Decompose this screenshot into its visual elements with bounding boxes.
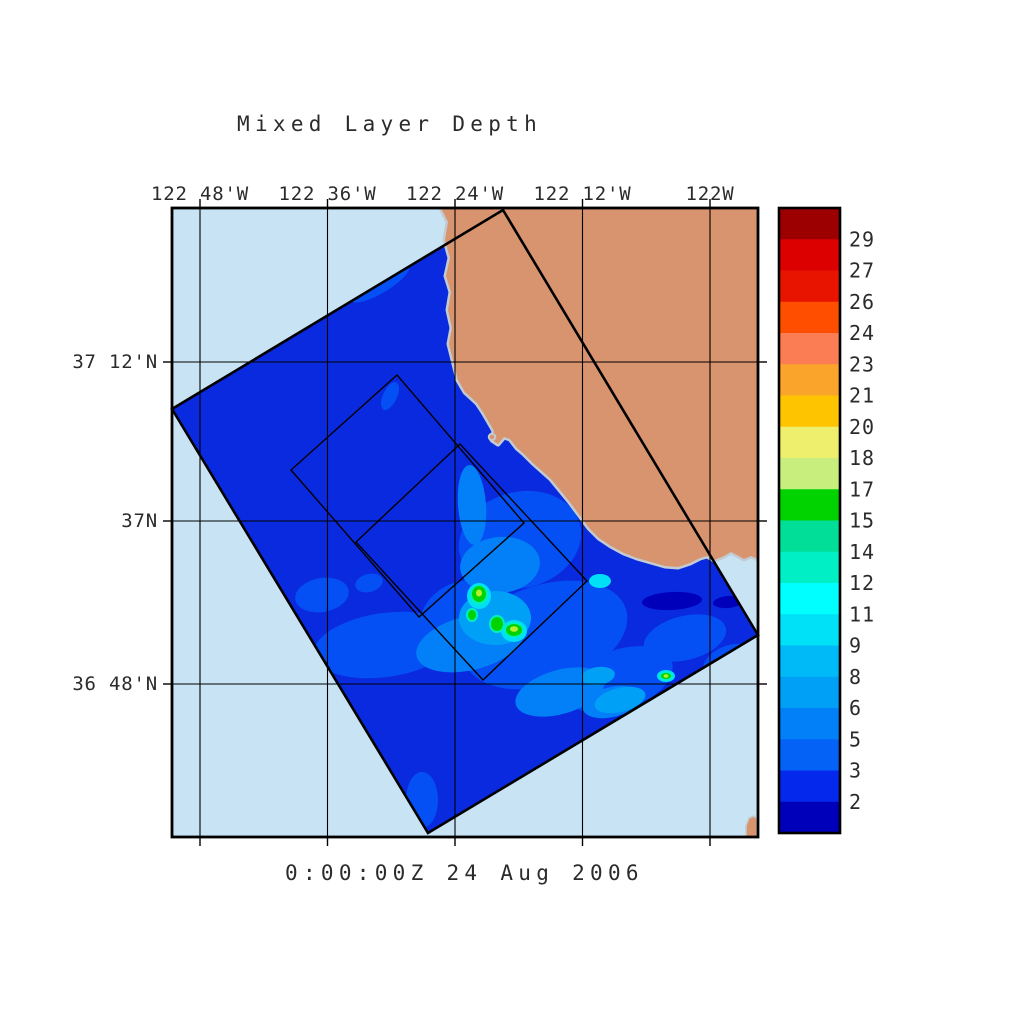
colorbar-tick-label: 17 xyxy=(849,477,875,501)
model-domain-outer xyxy=(170,208,760,835)
colorbar-cell xyxy=(780,739,839,772)
colorbar-cell xyxy=(780,458,839,490)
x-tick-label: 122 12'W xyxy=(534,183,632,205)
colorbar-cell xyxy=(780,583,839,615)
colorbar-tick-label: 14 xyxy=(849,540,875,564)
mld-field-blob xyxy=(589,574,611,588)
colorbar-cell xyxy=(780,645,839,678)
mld-field-blob xyxy=(460,536,540,594)
colorbar-cell xyxy=(780,270,839,303)
colorbar-tick-label: 2 xyxy=(849,790,862,814)
colorbar-cell xyxy=(780,520,839,553)
mld-field-blob xyxy=(643,614,727,662)
colorbar-cell xyxy=(780,801,839,834)
x-tick-label: 122 48'W xyxy=(151,183,249,205)
mld-field-blob xyxy=(491,617,503,631)
colorbar-cell xyxy=(780,301,839,334)
colorbar-tick-label: 12 xyxy=(849,571,875,595)
colorbar-tick-label: 29 xyxy=(849,227,875,251)
colorbar-tick-label: 11 xyxy=(849,602,875,626)
colorbar-cell xyxy=(780,770,839,803)
mld-field-blob xyxy=(468,610,476,620)
colorbar-cell xyxy=(780,395,839,428)
colorbar-cell xyxy=(780,708,839,740)
graticule xyxy=(172,208,758,837)
x-tick-label: 122 36'W xyxy=(279,183,377,205)
colorbar: 29 27 26 24 23 21 20 18 17 15 14 12 11 9 8 6 5 3 2 xyxy=(777,206,875,835)
colorbar-tick-label: 15 xyxy=(849,509,875,533)
plot-title: Mixed Layer Depth xyxy=(237,112,542,136)
axis-ticks xyxy=(163,199,767,846)
colorbar-tick-label: 6 xyxy=(849,696,862,720)
colorbar-tick-label: 27 xyxy=(849,259,875,283)
colorbar-tick-label: 5 xyxy=(849,727,862,751)
mld-field-blob xyxy=(510,626,518,632)
colorbar-border xyxy=(777,206,842,835)
mld-field-blob xyxy=(355,573,383,593)
colorbar-cell xyxy=(780,551,839,584)
model-domain-inner xyxy=(355,443,588,681)
y-tick-label: 36 48'N xyxy=(72,673,158,695)
mld-field-blob xyxy=(457,465,487,545)
colorbar-cell xyxy=(780,489,839,522)
colorbar-cell xyxy=(780,364,839,397)
x-tick-label: 122W xyxy=(686,183,735,205)
mld-field-blob xyxy=(642,591,702,611)
mld-field-blob xyxy=(476,589,482,597)
colorbar-tick-label: 8 xyxy=(849,665,862,689)
colorbar-cell xyxy=(780,676,839,709)
land xyxy=(441,208,758,567)
y-tick-label: 37 12'N xyxy=(72,351,158,373)
model-domain-mid xyxy=(290,374,525,618)
colorbar-tick-label: 18 xyxy=(849,446,875,470)
colorbar-cell xyxy=(780,426,839,459)
x-tick-label: 122 24'W xyxy=(406,183,504,205)
colorbar-tick-label: 26 xyxy=(849,290,875,314)
mld-field-blob xyxy=(663,674,669,678)
mld-field-blob xyxy=(581,666,615,686)
coastal-rock xyxy=(487,432,497,442)
colorbar-tick-label: 3 xyxy=(849,759,862,783)
colorbar-tick-label: 24 xyxy=(849,321,875,345)
colorbar-tick-label: 20 xyxy=(849,415,875,439)
mld-field-blob xyxy=(295,577,349,613)
mld-field-blob xyxy=(381,382,399,410)
mld-field-layer-6 xyxy=(476,589,669,678)
y-tick-label: 37N xyxy=(121,510,158,532)
map-frame xyxy=(170,206,760,839)
colorbar-tick-label: 23 xyxy=(849,352,875,376)
colorbar-cell xyxy=(780,208,839,240)
colorbar-cell xyxy=(780,614,839,647)
plot-canvas: 122 48'W 122 36'W 122 24'W 122 12'W 122W 37 1… xyxy=(72,183,875,846)
mld-field-blob xyxy=(594,686,646,714)
colorbar-cell xyxy=(780,239,839,272)
timestamp-label: 0:00:00Z 24 Aug 2006 xyxy=(285,861,644,885)
colorbar-tick-label: 21 xyxy=(849,384,875,408)
colorbar-tick-label: 9 xyxy=(849,634,862,658)
colorbar-cell xyxy=(780,333,839,365)
